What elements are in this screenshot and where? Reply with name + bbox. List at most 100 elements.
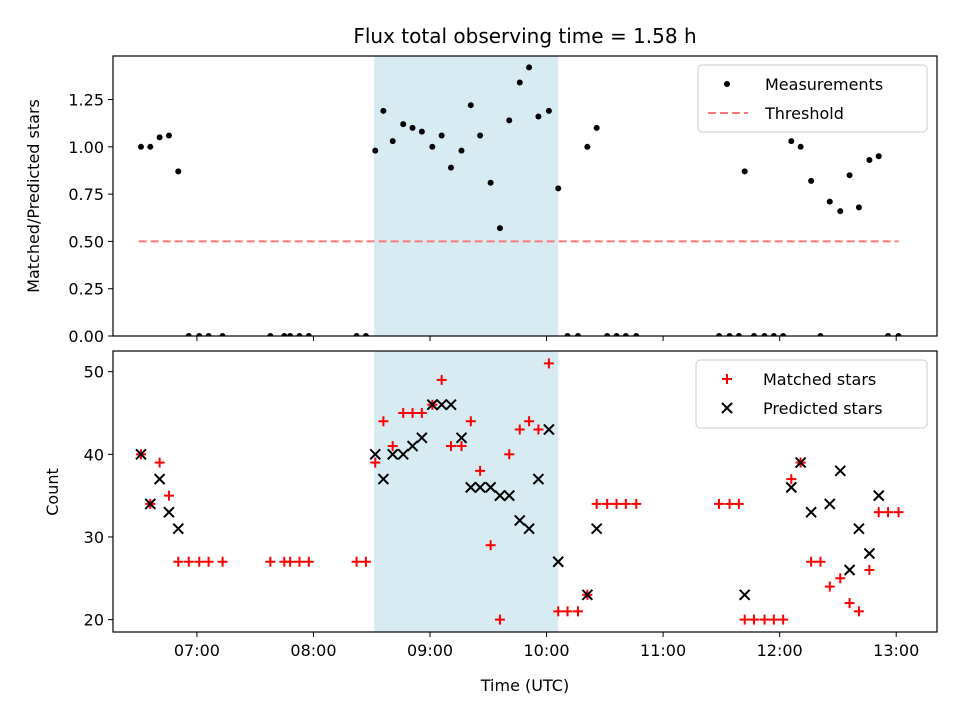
top-legend-box: [697, 64, 928, 133]
measurement-point: [438, 132, 445, 139]
measurement-point: [726, 333, 733, 336]
predicted-star-point: [135, 448, 147, 461]
measurement-point: [296, 333, 303, 336]
matched-star-point: [285, 556, 296, 567]
predicted-star-point: [503, 489, 515, 502]
predicted-star-point-b: [853, 522, 865, 535]
matched-star-point: [265, 556, 276, 567]
measurement-point: [267, 333, 274, 336]
matched-star-point: [611, 498, 622, 509]
predicted-star-point-b: [794, 456, 807, 469]
bottom-y-axis-label: Count: [43, 468, 62, 516]
matched-star-point: [407, 407, 418, 418]
bottom-legend-box: [695, 359, 928, 429]
measurement-point: [418, 128, 425, 135]
matched-star-point: [759, 614, 770, 625]
predicted-star-point-b: [503, 489, 515, 502]
predicted-star-point: [445, 399, 457, 411]
predicted-star-point-b: [163, 506, 175, 518]
predicted-star-point: [523, 522, 535, 535]
measurement-point: [895, 333, 902, 336]
legend-measurements-label: Measurements: [765, 75, 883, 94]
measurement-point: [496, 225, 503, 232]
measurement-point: [613, 333, 620, 336]
matched-star-point: [436, 374, 447, 385]
measurement-point: [735, 333, 742, 336]
top-y-tick-label: 1.25: [68, 91, 104, 110]
predicted-star-point-b: [465, 481, 477, 494]
predicted-star-point-b: [144, 498, 157, 510]
measurement-point: [287, 333, 294, 336]
measurement-point: [826, 198, 833, 205]
bottom-x-tick-label: 13:00: [873, 641, 919, 660]
matched-star-point: [786, 474, 797, 485]
predicted-star-point-b: [426, 399, 439, 411]
measurement-point: [506, 117, 513, 124]
matched-star-point: [733, 498, 744, 509]
predicted-star-point-b: [824, 498, 836, 510]
predicted-star-point: [834, 465, 846, 477]
measurement-point: [817, 333, 824, 336]
predicted-star-point-b: [785, 481, 798, 494]
predicted-star-point: [435, 399, 448, 411]
predicted-star-point: [794, 456, 807, 469]
matched-star-point: [806, 556, 817, 567]
measurement-point: [866, 157, 873, 164]
predicted-star-point: [484, 481, 497, 494]
bottom-x-tick-label: 09:00: [407, 641, 453, 660]
highlight-span: [374, 56, 559, 336]
measurement-point: [147, 143, 154, 150]
predicted-star-point-b: [455, 432, 468, 444]
predicted-star-point: [465, 481, 477, 494]
matched-star-point: [387, 441, 398, 452]
predicted-star-point: [824, 498, 836, 510]
matched-star-point: [778, 614, 789, 625]
measurement-point: [196, 333, 203, 336]
measurement-point: [447, 164, 454, 171]
predicted-star-point: [785, 481, 798, 494]
bottom-y-tick-label: 40: [84, 445, 104, 464]
measurement-point: [555, 185, 562, 192]
bottom-x-tick-label: 12:00: [757, 641, 803, 660]
predicted-stars-series: [135, 399, 885, 601]
predicted-star-point-b: [445, 399, 457, 411]
predicted-star-point: [805, 506, 817, 518]
predicted-star-point-b: [172, 522, 184, 535]
top-y-tick-label: 0.25: [68, 280, 104, 299]
matched-star-point: [370, 457, 381, 468]
predicted-star-point: [543, 423, 555, 436]
predicted-star-point-b: [532, 473, 545, 485]
predicted-star-point-b: [590, 522, 603, 535]
matched-star-point: [294, 556, 305, 567]
top-legend: Measurements Threshold: [697, 64, 928, 133]
predicted-star-point: [552, 556, 564, 568]
measurements-series: [137, 64, 902, 336]
measurement-point: [516, 79, 523, 86]
matched-star-point: [303, 556, 314, 567]
matched-stars-series: [135, 358, 904, 625]
x-axis-label: Time (UTC): [480, 676, 569, 695]
legend-matched-label: Matched stars: [763, 370, 876, 389]
matched-star-point: [183, 556, 194, 567]
predicted-star-point-b: [514, 514, 526, 527]
measurement-point: [458, 147, 465, 154]
measurement-point: [205, 333, 212, 336]
matched-star-point: [835, 573, 846, 584]
measurement-point: [633, 333, 640, 336]
legend-predicted-label: Predicted stars: [763, 399, 883, 418]
measurement-point: [137, 143, 144, 150]
predicted-star-point-b: [523, 522, 535, 535]
predicted-star-point: [514, 514, 526, 527]
matched-star-point: [844, 598, 855, 609]
bottom-legend: Matched stars Predicted stars: [695, 359, 928, 429]
matched-star-point: [553, 606, 564, 617]
matched-star-point: [351, 556, 362, 567]
predicted-star-point: [387, 448, 399, 461]
predicted-star-point-b: [543, 423, 555, 436]
measurement-point: [770, 333, 777, 336]
measurement-point: [372, 147, 379, 154]
matched-star-point: [562, 606, 573, 617]
measurement-point: [797, 143, 804, 150]
matched-star-point: [203, 556, 214, 567]
matched-star-point: [504, 449, 515, 460]
